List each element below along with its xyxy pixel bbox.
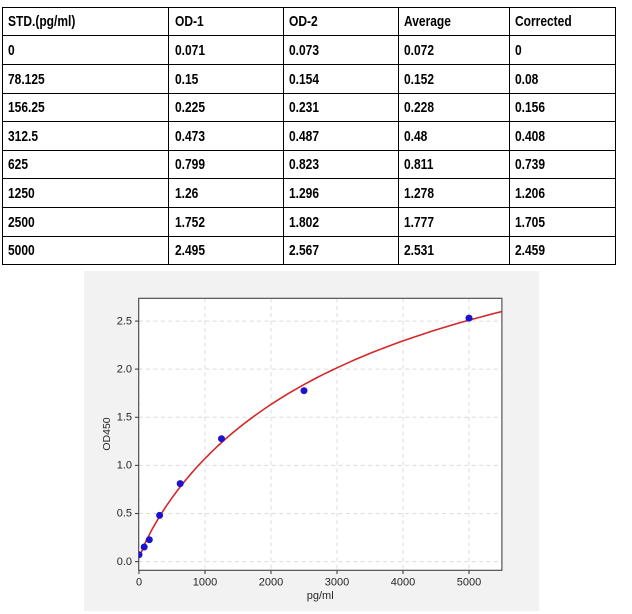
svg-text:0.5: 0.5 <box>116 508 131 520</box>
svg-text:1000: 1000 <box>192 576 216 588</box>
svg-text:3000: 3000 <box>324 576 348 588</box>
svg-text:2000: 2000 <box>258 576 282 588</box>
svg-text:0.0: 0.0 <box>116 556 131 568</box>
svg-text:2.5: 2.5 <box>116 315 131 327</box>
svg-text:1.0: 1.0 <box>116 460 131 472</box>
svg-text:5000: 5000 <box>456 576 480 588</box>
svg-text:OD450: OD450 <box>101 417 113 450</box>
svg-text:1.5: 1.5 <box>116 412 131 424</box>
svg-text:0: 0 <box>135 576 141 588</box>
svg-text:2.0: 2.0 <box>116 363 131 375</box>
svg-text:pg/ml: pg/ml <box>306 590 333 602</box>
svg-text:4000: 4000 <box>390 576 414 588</box>
